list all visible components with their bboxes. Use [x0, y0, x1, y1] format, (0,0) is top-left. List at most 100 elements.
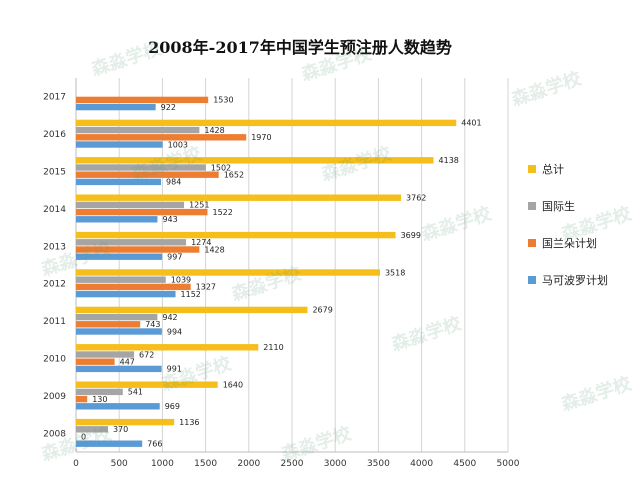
data-label-2010-国际生: 672 — [139, 350, 154, 359]
category-label-2013: 2013 — [43, 242, 66, 252]
bar-2016-国际生 — [76, 126, 200, 134]
data-label-2017-马可波罗计划: 922 — [161, 103, 176, 112]
bar-2015-国兰朵计划 — [76, 171, 219, 178]
data-label-2014-国兰朵计划: 1522 — [213, 208, 233, 217]
bar-2012-国兰朵计划 — [76, 283, 191, 291]
data-label-2009-马可波罗计划: 969 — [165, 402, 180, 411]
data-label-2013-马可波罗计划: 997 — [167, 253, 182, 262]
data-label-2010-国兰朵计划: 447 — [120, 358, 135, 367]
bar-2014-国际生 — [76, 201, 185, 209]
data-label-2010-马可波罗计划: 991 — [167, 365, 182, 374]
bar-2010-国际生 — [76, 351, 135, 358]
legend-item: 马可波罗计划 — [528, 261, 608, 298]
bar-2014-总计 — [76, 194, 402, 201]
data-label-2015-马可波罗计划: 984 — [166, 178, 181, 187]
bar-2012-国际生 — [76, 276, 166, 283]
data-label-2012-总计: 3518 — [385, 268, 405, 277]
x-tick-label-4500: 4500 — [453, 459, 476, 469]
x-tick-label-0: 0 — [73, 459, 79, 469]
category-label-2017: 2017 — [43, 93, 66, 103]
data-label-2008-国际生: 370 — [113, 425, 128, 434]
legend: 总计国际生国兰朵计划马可波罗计划 — [528, 150, 608, 298]
data-label-2011-国际生: 942 — [162, 313, 177, 322]
legend-label: 国际生 — [542, 199, 575, 213]
data-label-2011-总计: 2679 — [312, 306, 332, 315]
bar-2010-国兰朵计划 — [76, 358, 115, 365]
data-label-2017-国兰朵计划: 1530 — [213, 96, 233, 105]
x-tick-label-2500: 2500 — [281, 459, 304, 469]
category-label-2016: 2016 — [43, 130, 66, 140]
x-tick-label-2000: 2000 — [237, 459, 260, 469]
bar-2011-国际生 — [76, 313, 158, 321]
data-label-2011-国兰朵计划: 743 — [145, 320, 160, 329]
bar-2008-总计 — [76, 418, 175, 426]
bar-2009-马可波罗计划 — [76, 403, 160, 410]
bar-2012-总计 — [76, 269, 380, 276]
data-label-2016-总计: 4401 — [461, 119, 481, 128]
data-label-2016-国际生: 1428 — [204, 126, 224, 135]
data-label-2009-总计: 1640 — [223, 381, 243, 390]
category-label-2011: 2011 — [43, 317, 66, 327]
category-label-2012: 2012 — [43, 280, 66, 290]
data-label-2012-国际生: 1039 — [171, 276, 191, 285]
bar-2011-总计 — [76, 306, 308, 314]
data-label-2013-国际生: 1274 — [191, 238, 211, 247]
bar-2013-马可波罗计划 — [76, 253, 163, 260]
bar-2010-马可波罗计划 — [76, 365, 162, 373]
legend-label: 国兰朵计划 — [542, 236, 597, 250]
data-label-2010-总计: 2110 — [263, 343, 283, 352]
bar-2008-马可波罗计划 — [76, 440, 143, 447]
bar-2017-国兰朵计划 — [76, 96, 209, 104]
data-label-2015-国际生: 1502 — [211, 163, 231, 172]
data-label-2012-马可波罗计划: 1152 — [181, 290, 201, 299]
legend-label: 总计 — [542, 162, 564, 176]
chart-title: 2008年-2017年中国学生预注册人数趋势 — [148, 38, 452, 57]
category-label-2015: 2015 — [43, 168, 66, 178]
x-tick-label-500: 500 — [111, 459, 128, 469]
data-label-2016-马可波罗计划: 1003 — [168, 140, 188, 149]
bar-2012-马可波罗计划 — [76, 290, 176, 298]
bar-2016-总计 — [76, 119, 457, 127]
bar-2015-国际生 — [76, 164, 206, 171]
data-label-2008-马可波罗计划: 766 — [147, 440, 162, 449]
data-label-2011-马可波罗计划: 994 — [167, 327, 182, 336]
x-tick-label-4000: 4000 — [410, 459, 433, 469]
bar-2011-马可波罗计划 — [76, 328, 162, 335]
bar-2017-马可波罗计划 — [76, 103, 156, 111]
data-label-2016-国兰朵计划: 1970 — [251, 133, 271, 142]
bar-2014-马可波罗计划 — [76, 216, 158, 223]
legend-item: 总计 — [528, 150, 608, 187]
bar-2014-国兰朵计划 — [76, 208, 208, 216]
bar-2010-总计 — [76, 344, 259, 351]
bar-2011-国兰朵计划 — [76, 321, 141, 328]
legend-swatch — [528, 238, 536, 247]
bar-2009-国兰朵计划 — [76, 395, 88, 403]
bar-2013-总计 — [76, 231, 396, 239]
x-tick-label-3000: 3000 — [324, 459, 347, 469]
data-label-2015-国兰朵计划: 1652 — [224, 171, 244, 180]
legend-item: 国际生 — [528, 187, 608, 224]
data-label-2009-国际生: 541 — [128, 388, 143, 397]
bar-2015-马可波罗计划 — [76, 178, 162, 186]
legend-swatch — [528, 164, 536, 173]
x-tick-label-5000: 5000 — [497, 459, 520, 469]
bar-2009-总计 — [76, 381, 218, 388]
bar-2015-总计 — [76, 157, 434, 164]
bar-2016-国兰朵计划 — [76, 134, 247, 141]
data-label-2014-总计: 3762 — [406, 194, 426, 203]
category-label-2010: 2010 — [43, 355, 66, 365]
bar-2016-马可波罗计划 — [76, 141, 163, 148]
data-label-2012-国兰朵计划: 1327 — [196, 283, 216, 292]
x-tick-label-1500: 1500 — [194, 459, 217, 469]
bar-2013-国际生 — [76, 239, 187, 246]
data-label-2008-国兰朵计划: 0 — [81, 432, 86, 441]
data-label-2015-总计: 4138 — [439, 156, 459, 165]
data-label-2013-总计: 3699 — [401, 231, 421, 240]
data-label-2014-国际生: 1251 — [189, 201, 209, 210]
category-label-2009: 2009 — [43, 392, 66, 402]
bar-2013-国兰朵计划 — [76, 246, 200, 253]
data-label-2009-国兰朵计划: 130 — [92, 395, 107, 404]
data-label-2008-总计: 1136 — [179, 418, 199, 427]
